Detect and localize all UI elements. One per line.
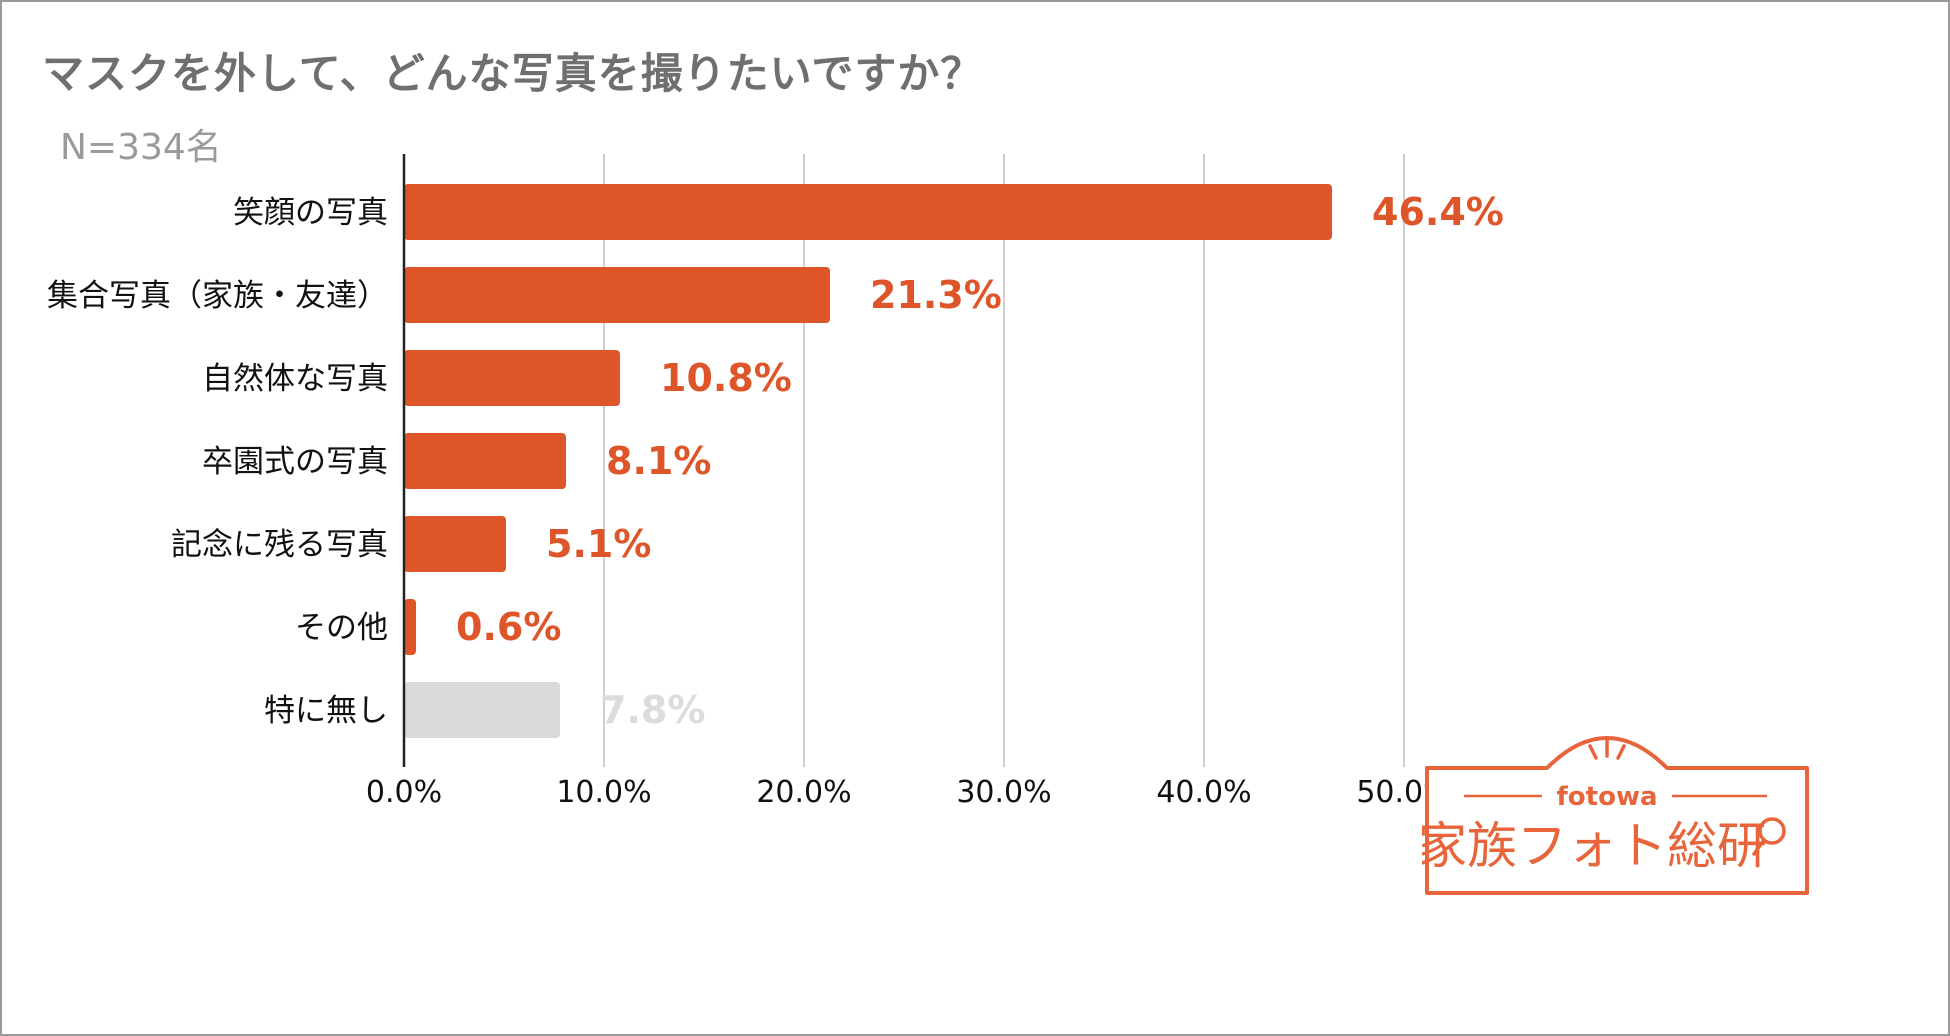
x-tick-label: 40.0%: [1156, 775, 1251, 810]
bar: [404, 599, 416, 655]
category-label: 笑顔の写真: [233, 195, 388, 231]
chart-title: マスクを外して、どんな写真を撮りたいですか？: [42, 49, 984, 98]
data-label: 0.6%: [456, 605, 561, 649]
data-label: 46.4%: [1372, 190, 1504, 234]
category-label: 記念に残る写真: [171, 527, 388, 563]
x-tick-label: 0.0%: [366, 775, 442, 810]
logo-name: 家族フォト総研: [1422, 817, 1767, 875]
data-label: 5.1%: [546, 522, 651, 566]
gridlines: [603, 154, 1405, 767]
magnifier-icon: [1758, 817, 1786, 845]
bar: [404, 682, 560, 738]
data-label: 7.8%: [600, 688, 705, 732]
data-label: 21.3%: [870, 273, 1002, 317]
category-label: 自然体な写真: [202, 361, 388, 397]
bars: [404, 184, 1332, 738]
category-label: 集合写真（家族・友達）: [47, 278, 388, 314]
bar: [404, 184, 1332, 240]
fotowa-logo: fotowa 家族フォト総研: [1422, 736, 1809, 895]
value-labels: 46.4% 21.3% 10.8% 8.1% 5.1% 0.6% 7.8%: [456, 190, 1504, 732]
x-tick-label: 10.0%: [556, 775, 651, 810]
x-tick-labels: 0.0% 10.0% 20.0% 30.0% 40.0% 50.0%: [366, 775, 1452, 810]
category-label: 特に無し: [264, 693, 388, 729]
category-label: その他: [295, 610, 388, 646]
logo-brand: fotowa: [1556, 782, 1657, 812]
data-label: 8.1%: [606, 439, 711, 483]
bar: [404, 516, 506, 572]
data-label: 10.8%: [660, 356, 792, 400]
chart-subtitle: N=334名: [60, 127, 222, 168]
logo-frame: [1425, 736, 1809, 895]
category-label: 卒園式の写真: [202, 444, 388, 480]
bar: [404, 433, 566, 489]
bar: [404, 350, 620, 406]
x-tick-label: 30.0%: [956, 775, 1051, 810]
x-tick-label: 20.0%: [756, 775, 851, 810]
bar: [404, 267, 830, 323]
